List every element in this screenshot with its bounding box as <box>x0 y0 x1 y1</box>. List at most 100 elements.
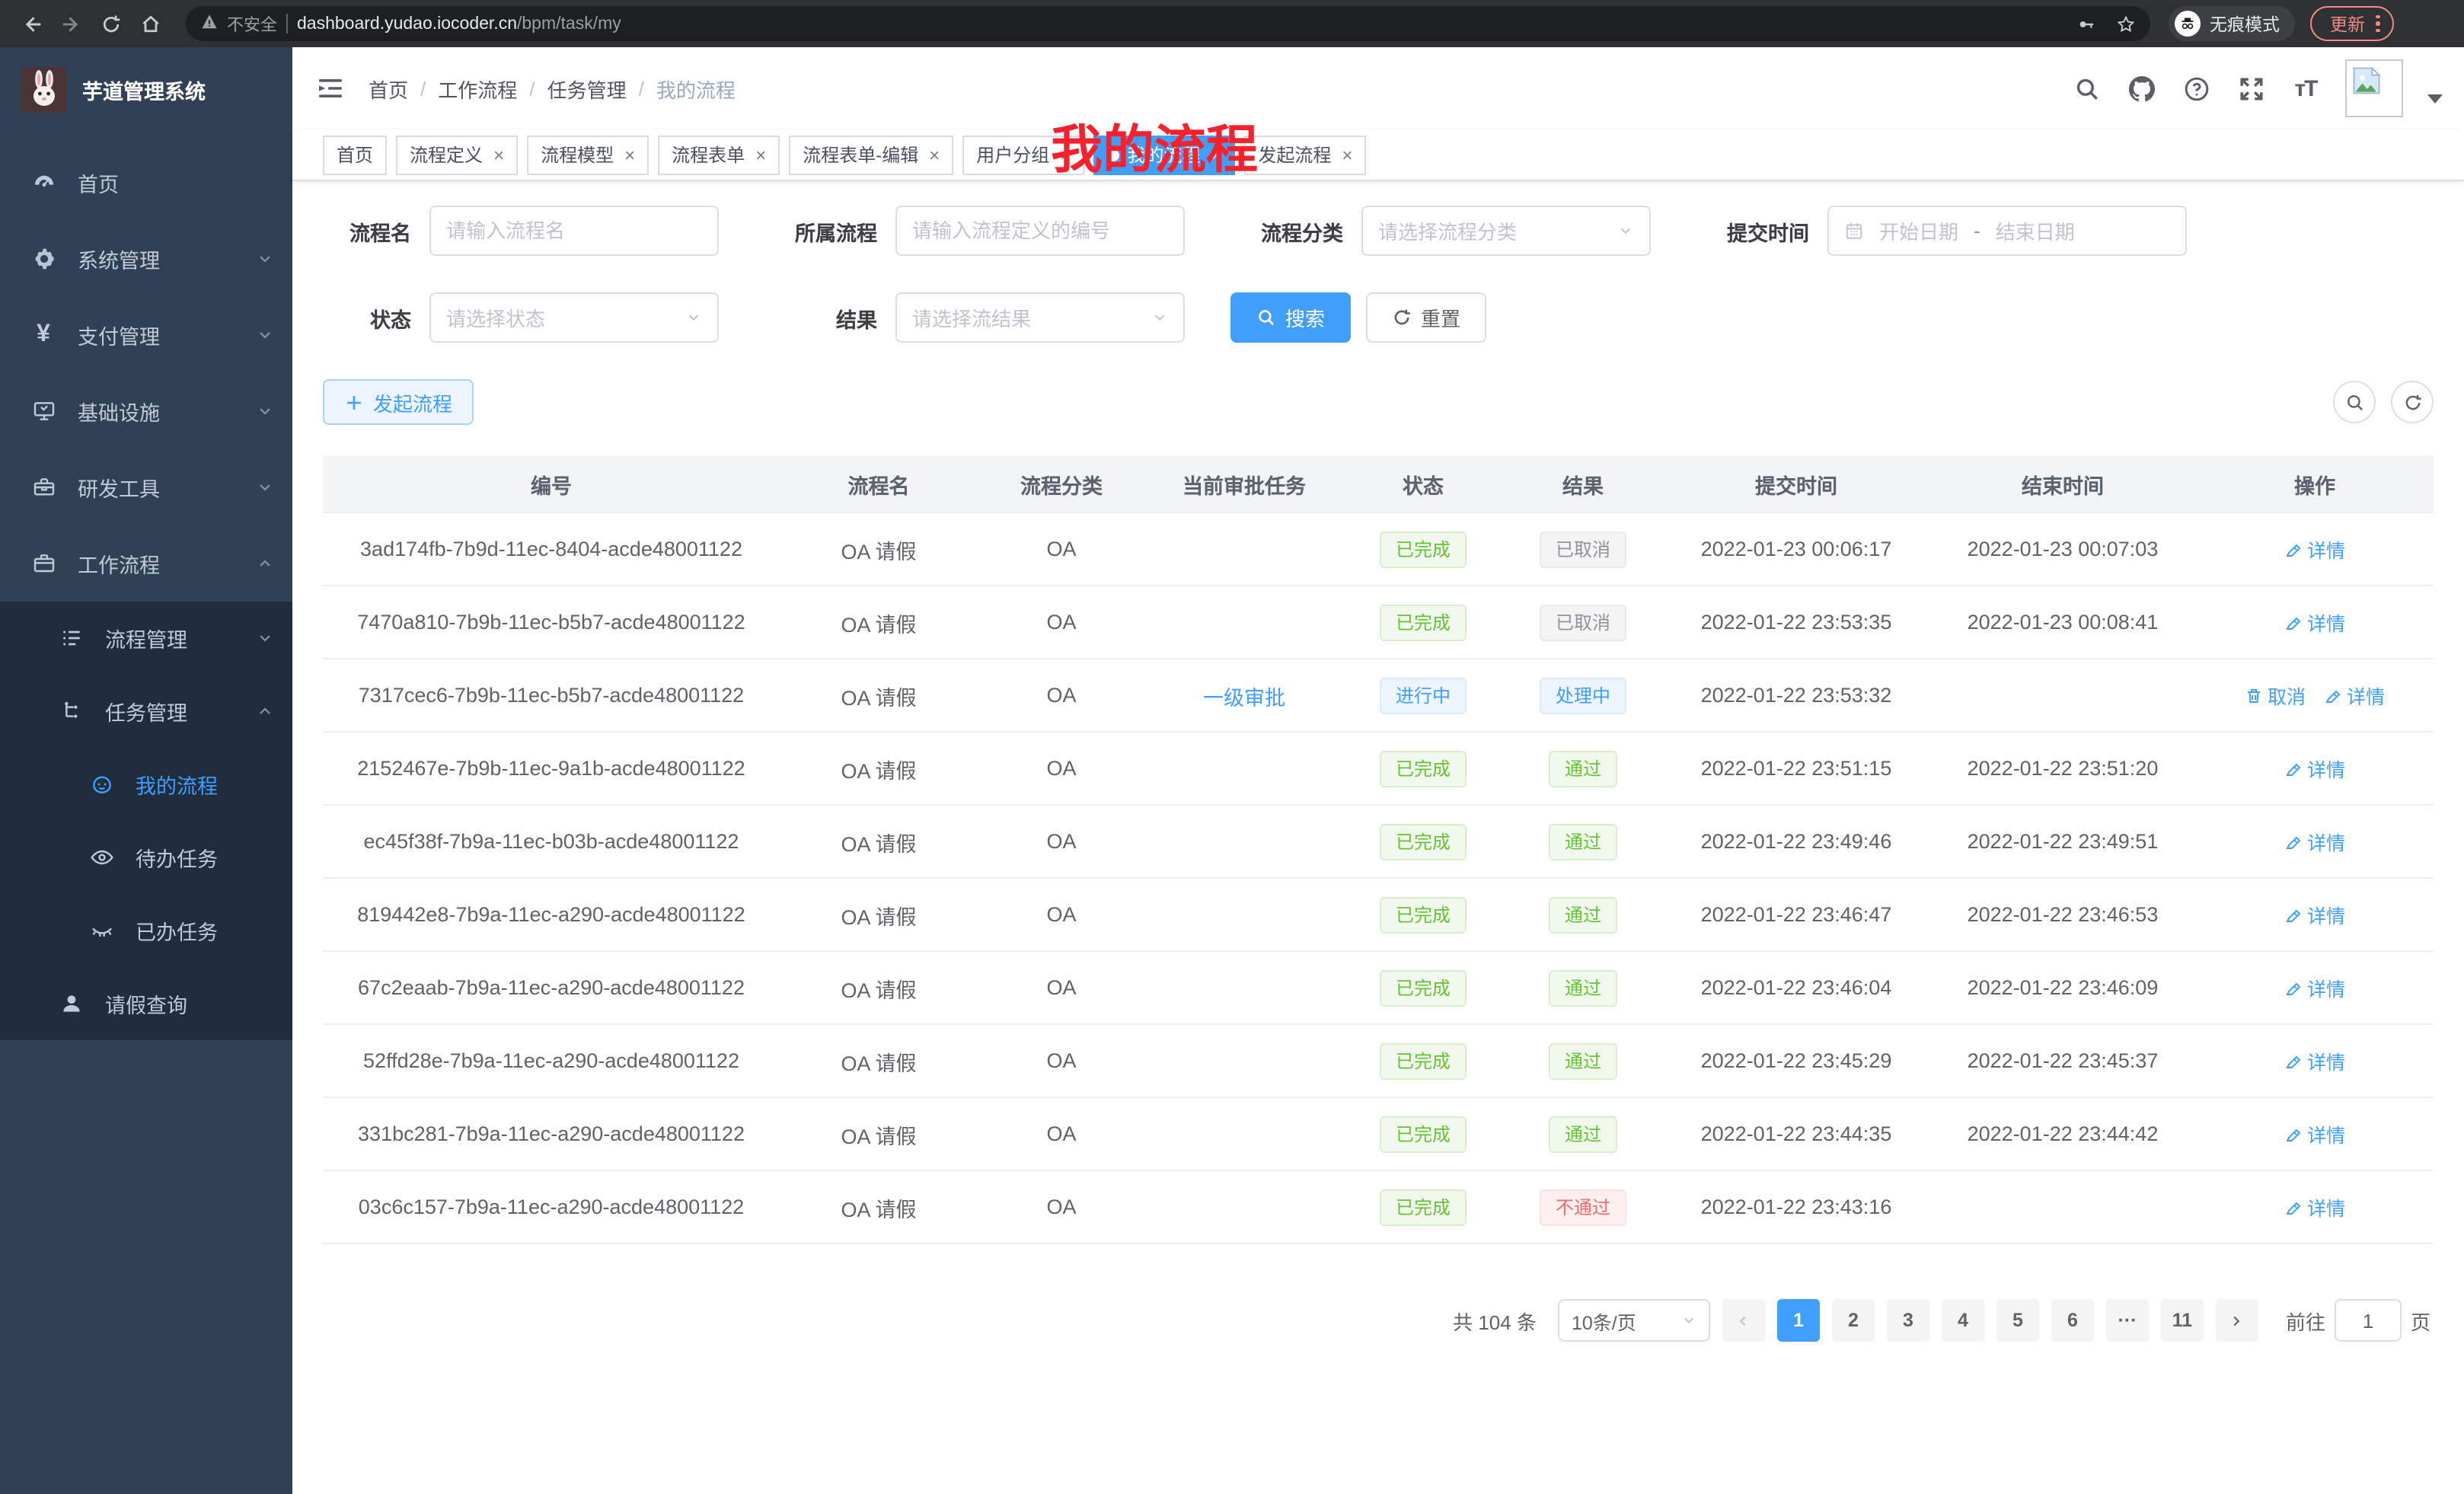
status-badge-cell: 已完成 <box>1343 1116 1503 1152</box>
tab-close-icon[interactable]: × <box>1060 144 1071 165</box>
tab-label: 流程表单 <box>672 145 745 166</box>
table-search-toggle-icon[interactable] <box>2333 381 2376 423</box>
detail-action-link[interactable]: 详情 <box>2324 681 2385 710</box>
sidebar-item-infrastructure[interactable]: 基础设施 <box>0 373 292 449</box>
page-size-select[interactable]: 10条/页 <box>1557 1299 1710 1342</box>
sidebar-item-task-mgmt[interactable]: 任务管理 <box>0 675 292 748</box>
tab-process-form-edit[interactable]: 流程表单-编辑 × <box>789 135 954 174</box>
help-icon[interactable] <box>2181 73 2211 104</box>
tab-close-icon[interactable]: × <box>1211 144 1222 165</box>
browser-reload-icon[interactable] <box>94 7 128 40</box>
navbar-tools: тT <box>2071 59 2443 117</box>
filter-label: 提交时间 <box>1727 222 1809 244</box>
prev-page-button[interactable] <box>1722 1299 1765 1342</box>
tab-home[interactable]: 首页 <box>323 135 388 174</box>
search-button[interactable]: 搜索 <box>1230 292 1352 343</box>
process-name-input[interactable] <box>429 206 719 256</box>
tab-user-group[interactable]: 用户分组 × <box>962 135 1085 174</box>
tab-process-form[interactable]: 流程表单 × <box>658 135 780 174</box>
sidebar-item-home[interactable]: 首页 <box>0 145 292 221</box>
page-button[interactable]: 6 <box>2051 1299 2094 1342</box>
tab-label: 流程表单-编辑 <box>803 145 919 166</box>
browser-forward-icon[interactable] <box>55 7 88 40</box>
tab-close-icon[interactable]: × <box>1342 144 1353 165</box>
detail-action-link[interactable]: 详情 <box>2284 535 2345 563</box>
cancel-action-link[interactable]: 取消 <box>2245 681 2306 710</box>
start-process-button[interactable]: 发起流程 <box>323 379 474 425</box>
sidebar-item-dev-tools[interactable]: 研发工具 <box>0 449 292 525</box>
sidebar-item-process-mgmt[interactable]: 流程管理 <box>0 602 292 675</box>
breadcrumb-item[interactable]: 工作流程 <box>438 78 518 101</box>
sidebar-item-done-tasks[interactable]: 已办任务 <box>0 894 292 967</box>
bookmark-star-icon[interactable] <box>2117 14 2135 33</box>
page-button[interactable]: 2 <box>1831 1299 1875 1342</box>
browser-update-button[interactable]: 更新 <box>2310 6 2393 41</box>
row-id: 331bc281-7b9a-11ec-a290-acde48001122 <box>358 1122 745 1145</box>
current-task-cell[interactable]: 一级审批 <box>1145 680 1343 710</box>
key-icon[interactable] <box>2077 14 2095 33</box>
category-cell: OA <box>1046 1122 1077 1145</box>
next-page-button[interactable] <box>2215 1299 2258 1342</box>
submit-time-daterange[interactable]: 开始日期 - 结束日期 <box>1827 206 2187 256</box>
row-id: 3ad174fb-7b9d-11ec-8404-acde48001122 <box>360 538 742 560</box>
status-select[interactable]: 请选择状态 <box>429 292 719 343</box>
avatar[interactable] <box>2345 59 2403 117</box>
task-link[interactable]: 一级审批 <box>1203 686 1285 709</box>
page-button[interactable]: 4 <box>1941 1299 1984 1342</box>
detail-action-link[interactable]: 详情 <box>2284 1192 2345 1221</box>
filter-row: 流程名所属流程流程分类请选择流程分类提交时间开始日期-结束日期 <box>323 206 2434 256</box>
submit-time-cell: 2022-01-22 23:44:35 <box>1700 1122 1892 1145</box>
browser-home-icon[interactable] <box>134 7 168 40</box>
page-button[interactable]: 11 <box>2160 1299 2204 1342</box>
page-button[interactable]: 5 <box>1996 1299 2039 1342</box>
sidebar-item-workflow[interactable]: 工作流程 <box>0 525 292 602</box>
url-bar[interactable]: 不安全 dashboard.yudao.iocoder.cn/bpm/task/… <box>186 6 2150 41</box>
reset-button[interactable]: 重置 <box>1366 292 1487 343</box>
filter-group-process-name: 流程名 <box>323 206 719 256</box>
font-size-icon[interactable]: тT <box>2294 75 2318 101</box>
table-refresh-icon[interactable] <box>2391 381 2434 423</box>
tab-close-icon[interactable]: × <box>624 144 636 165</box>
sidebar-item-system[interactable]: 系统管理 <box>0 221 292 297</box>
detail-action-link[interactable]: 详情 <box>2284 1119 2345 1148</box>
page-button[interactable]: 3 <box>1886 1299 1929 1342</box>
browser-menu-icon[interactable] <box>2376 14 2379 33</box>
security-label[interactable]: 不安全 <box>227 16 277 34</box>
update-label[interactable]: 更新 <box>2330 16 2365 34</box>
hamburger-icon[interactable] <box>314 72 347 105</box>
sidebar-item-my-process[interactable]: 我的流程 <box>0 748 292 821</box>
owning-process-input[interactable] <box>895 206 1185 256</box>
browser-back-icon[interactable] <box>15 7 49 40</box>
breadcrumb-item[interactable]: 首页 <box>369 78 409 101</box>
result-select[interactable]: 请选择流结果 <box>895 292 1185 343</box>
sidebar-item-payment[interactable]: ¥ 支付管理 <box>0 297 292 373</box>
detail-action-link[interactable]: 详情 <box>2284 900 2345 929</box>
goto-page-input[interactable] <box>2334 1299 2402 1342</box>
avatar-caret-icon[interactable] <box>2427 94 2443 104</box>
tab-close-icon[interactable]: × <box>755 144 767 165</box>
sidebar-item-leave-query[interactable]: 请假查询 <box>0 967 292 1040</box>
url-host: dashboard.yudao.iocoder.cn <box>297 14 517 33</box>
sidebar-item-label: 系统管理 <box>78 250 160 273</box>
detail-action-link[interactable]: 详情 <box>2284 754 2345 783</box>
sidebar-item-todo-tasks[interactable]: 待办任务 <box>0 821 292 894</box>
process-category-select[interactable]: 请选择流程分类 <box>1361 206 1651 256</box>
tab-process-definition[interactable]: 流程定义 × <box>396 135 519 174</box>
breadcrumb-item[interactable]: 任务管理 <box>547 78 627 101</box>
tab-close-icon[interactable]: × <box>493 144 505 165</box>
column-header: 操作 <box>2294 474 2335 497</box>
detail-action-link[interactable]: 详情 <box>2284 608 2345 637</box>
header-search-icon[interactable] <box>2071 73 2102 104</box>
app-logo-row[interactable]: 芋道管理系统 <box>0 47 292 132</box>
detail-action-link[interactable]: 详情 <box>2284 1046 2345 1075</box>
tab-my-process[interactable]: 我的流程 × <box>1093 135 1236 174</box>
tab-start-process[interactable]: 发起流程 × <box>1244 135 1367 174</box>
tab-close-icon[interactable]: × <box>929 144 940 165</box>
submit-time-cell: 2022-01-22 23:49:46 <box>1700 830 1892 853</box>
page-button[interactable]: 1 <box>1776 1299 1820 1342</box>
fullscreen-icon[interactable] <box>2236 73 2266 104</box>
tab-process-model[interactable]: 流程模型 × <box>527 135 650 174</box>
detail-action-link[interactable]: 详情 <box>2284 827 2345 856</box>
detail-action-link[interactable]: 详情 <box>2284 973 2345 1002</box>
github-icon[interactable] <box>2126 73 2156 104</box>
